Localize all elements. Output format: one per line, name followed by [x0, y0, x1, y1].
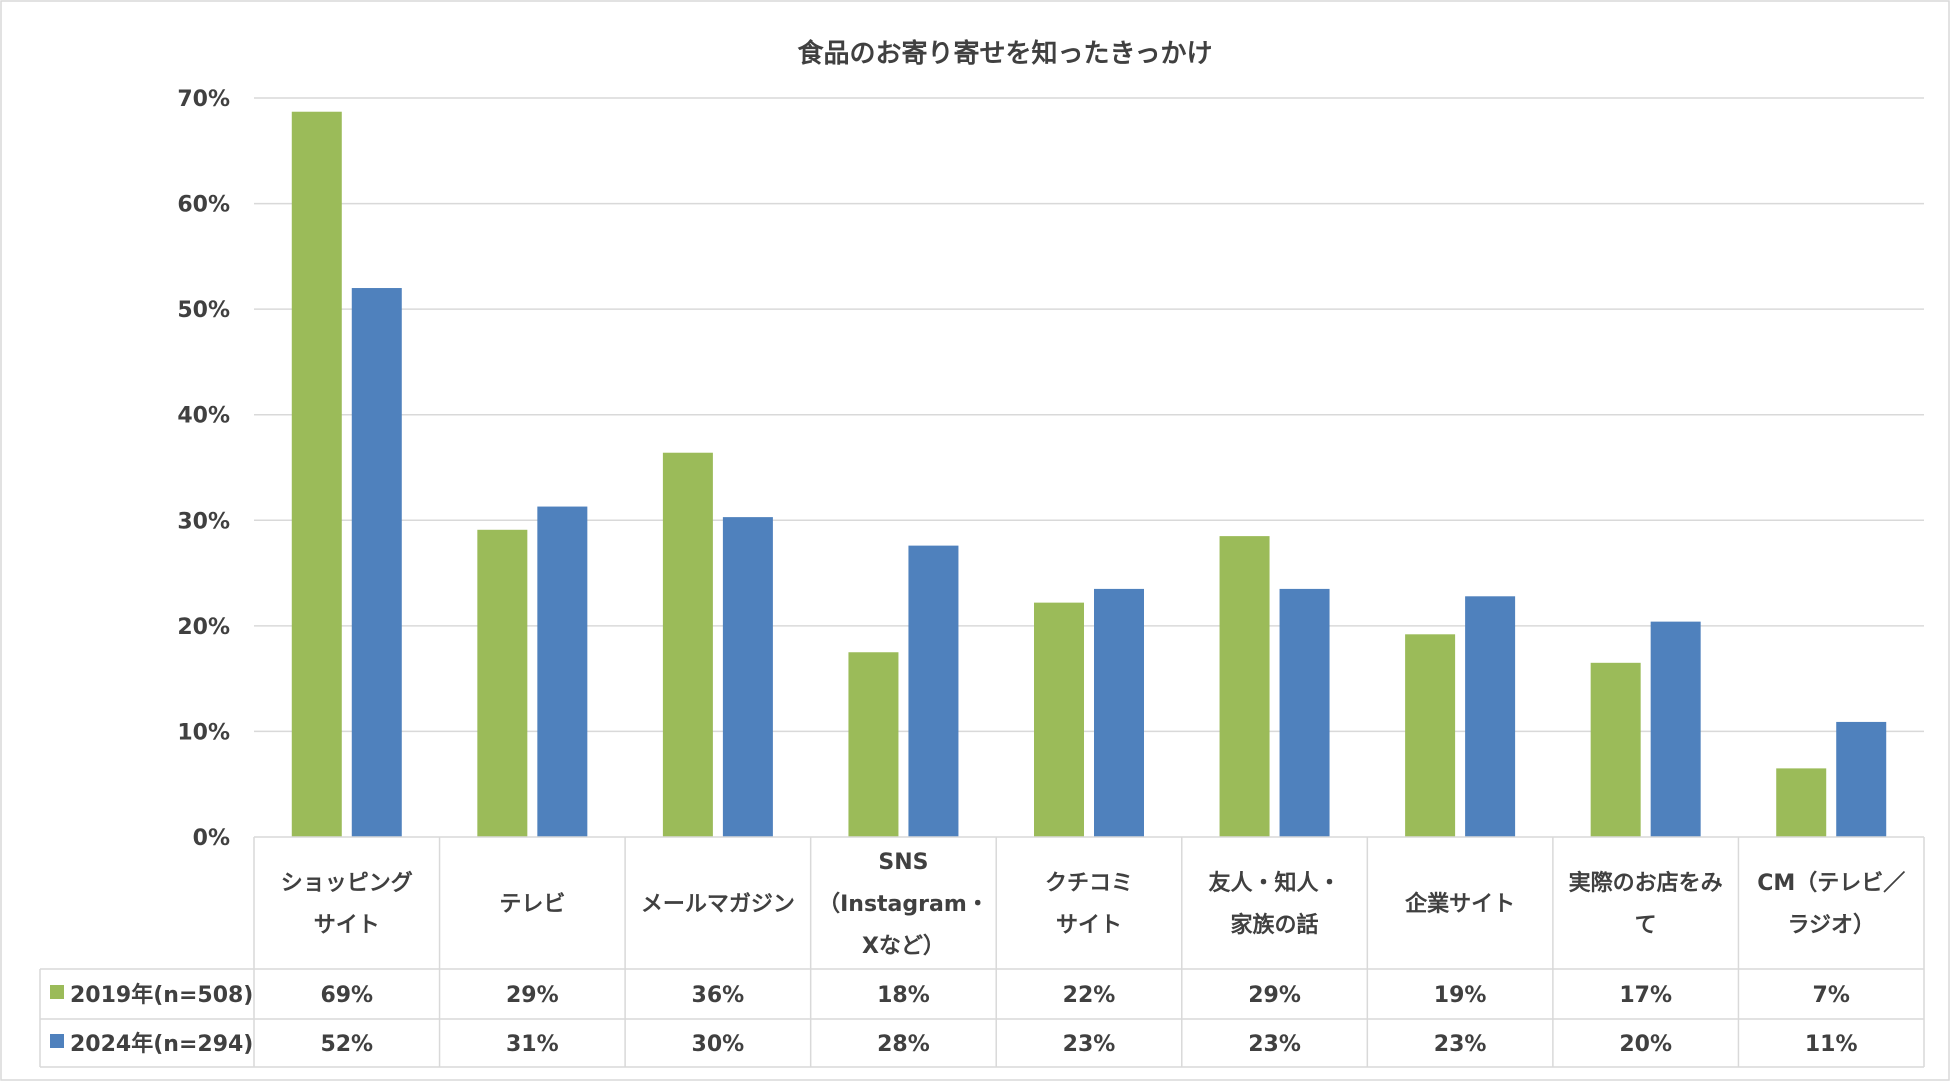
legend-label: 2019年(n=508) — [70, 982, 253, 1008]
bar — [1465, 596, 1516, 837]
bars — [291, 111, 1887, 837]
bar — [351, 288, 402, 837]
bar — [662, 452, 713, 837]
data-label: 19% — [1434, 983, 1487, 1008]
data-label: 23% — [1063, 1032, 1116, 1057]
data-label: 23% — [1434, 1032, 1487, 1057]
category-label: メールマガジン — [641, 892, 795, 917]
bar — [1279, 588, 1330, 837]
category-label: （Instagram・ — [818, 892, 989, 917]
category-label: サイト — [314, 913, 380, 938]
bar — [908, 545, 959, 837]
data-label: 23% — [1248, 1032, 1301, 1057]
y-tick-label: 0% — [193, 826, 230, 851]
data-label: 17% — [1619, 983, 1672, 1008]
category-label: 実際のお店をみ — [1569, 870, 1723, 896]
y-axis: 0% 10% 20% 30% 40% 50% 60% 70% — [177, 87, 230, 851]
data-label: 52% — [320, 1032, 373, 1057]
category-label: テレビ — [499, 892, 565, 917]
bar — [1776, 768, 1827, 837]
bar — [537, 506, 588, 837]
category-label: 友人・知人・ — [1209, 870, 1341, 896]
y-tick-label: 30% — [177, 509, 230, 534]
bar — [1219, 536, 1270, 837]
category-label: ラジオ） — [1787, 913, 1875, 938]
category-label: SNS — [878, 850, 928, 875]
data-label: 20% — [1619, 1032, 1672, 1057]
y-tick-label: 10% — [177, 720, 230, 745]
data-label: 30% — [692, 1032, 745, 1057]
grid — [254, 97, 1924, 733]
y-tick-label: 70% — [177, 87, 230, 112]
category-label: クチコミ — [1045, 871, 1133, 896]
data-label: 11% — [1805, 1032, 1858, 1057]
category-label: て — [1635, 913, 1657, 938]
data-label: 36% — [692, 983, 745, 1008]
bar — [291, 111, 342, 837]
y-tick-label: 50% — [177, 298, 230, 323]
chart-title: 食品のお寄り寄せを知ったきっかけ — [798, 38, 1213, 69]
category-label: 企業サイト — [1404, 891, 1515, 917]
data-label: 28% — [877, 1032, 930, 1057]
bar — [1590, 662, 1641, 837]
bar — [1650, 621, 1701, 837]
data-label: 29% — [1248, 983, 1301, 1008]
category-label: サイト — [1056, 913, 1122, 938]
data-label: 31% — [506, 1032, 559, 1057]
bar — [1405, 634, 1456, 837]
y-tick-label: 60% — [177, 193, 230, 218]
legend-label: 2024年(n=294) — [70, 1031, 253, 1057]
data-label: 18% — [877, 983, 930, 1008]
data-label: 7% — [1813, 983, 1850, 1008]
data-label: 69% — [320, 983, 373, 1008]
category-label: 家族の話 — [1231, 912, 1319, 938]
category-label: CM（テレビ／ — [1757, 871, 1905, 896]
bar — [477, 529, 528, 837]
category-label: Xなど） — [862, 934, 945, 959]
bar — [1836, 721, 1887, 837]
y-tick-label: 40% — [177, 404, 230, 429]
bar — [1034, 602, 1084, 837]
legend-key — [50, 985, 64, 999]
bar — [722, 517, 773, 837]
category-label: ショッピング — [281, 870, 413, 896]
legend-key — [50, 1034, 64, 1048]
bar — [848, 652, 899, 837]
y-tick-label: 20% — [177, 615, 230, 640]
data-label: 29% — [506, 983, 559, 1008]
data-label: 22% — [1063, 983, 1116, 1008]
bar — [1094, 588, 1144, 837]
